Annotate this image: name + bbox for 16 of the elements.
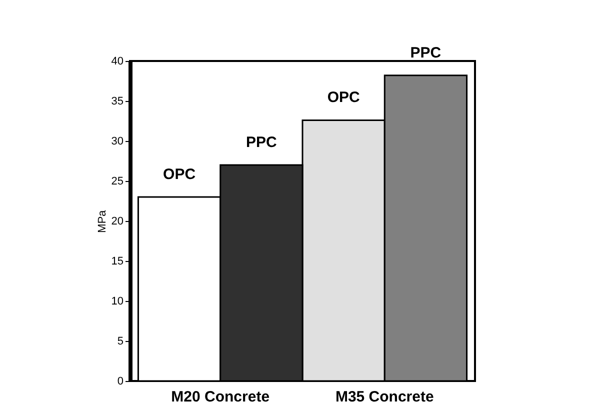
- y-tick-label: 25: [111, 176, 124, 188]
- series-label: OPC: [163, 166, 196, 183]
- y-axis-title: MPa: [96, 209, 108, 233]
- y-tick-label: 20: [111, 216, 124, 228]
- y-tick-label: 5: [117, 336, 124, 348]
- y-tick-label: 15: [111, 256, 124, 268]
- series-label: PPC: [246, 134, 278, 151]
- x-tick-label: M20 Concrete: [171, 388, 270, 406]
- text: PPC: [410, 44, 442, 62]
- text: OPC: [327, 89, 360, 106]
- y-tick-label: 30: [111, 136, 124, 148]
- x-tick-label: M35 Concrete: [335, 388, 434, 406]
- y-tick-label: 40: [111, 56, 124, 68]
- y-tick-label: 0: [117, 376, 124, 388]
- y-tick-label: 35: [111, 96, 124, 108]
- y-tick-label: 10: [111, 296, 124, 308]
